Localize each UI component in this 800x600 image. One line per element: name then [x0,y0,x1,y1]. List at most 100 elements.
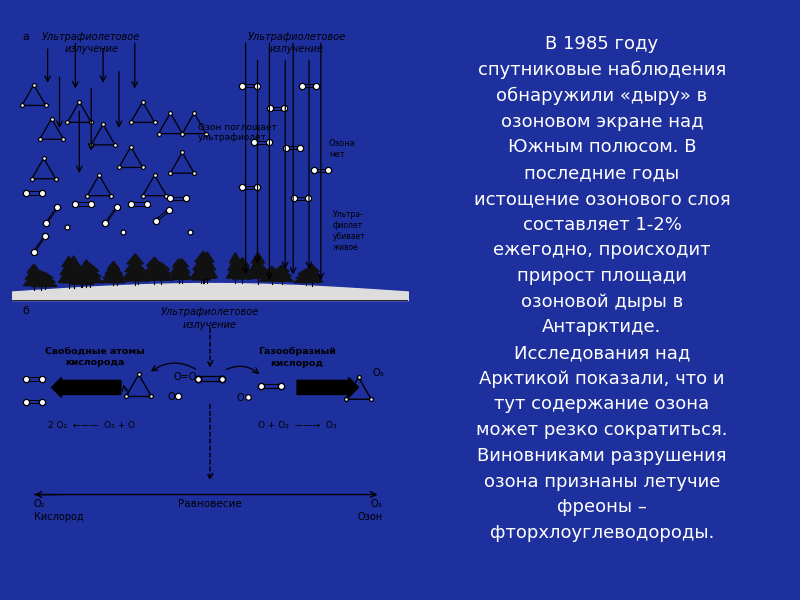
Text: O₃: O₃ [372,368,384,379]
FancyArrow shape [52,377,121,397]
Polygon shape [71,272,92,280]
Polygon shape [32,277,51,286]
Text: Ультра-
фиолет
убивает
живое: Ультра- фиолет убивает живое [333,210,366,252]
Polygon shape [74,269,89,278]
Polygon shape [79,267,101,277]
Polygon shape [111,269,122,274]
Polygon shape [130,265,146,271]
Polygon shape [70,275,94,284]
Polygon shape [298,269,315,274]
Polygon shape [230,253,242,263]
Text: O: O [167,392,175,402]
Polygon shape [170,267,187,279]
Text: Озона
нет: Озона нет [329,139,356,158]
Polygon shape [62,256,75,267]
Polygon shape [109,274,126,283]
Polygon shape [236,257,249,266]
Text: Ультрафиолетовое
излучение: Ультрафиолетовое излучение [248,32,346,55]
Polygon shape [195,264,207,271]
Polygon shape [106,265,122,275]
Polygon shape [82,263,99,271]
Polygon shape [125,259,146,272]
Text: Озон поглощает
ультрафиолет: Озон поглощает ультрафиолет [198,122,277,142]
Polygon shape [303,268,321,277]
Polygon shape [250,257,266,271]
Polygon shape [272,268,291,277]
Polygon shape [197,262,218,278]
Polygon shape [194,267,209,275]
Polygon shape [305,265,319,271]
Polygon shape [171,263,186,273]
Polygon shape [228,257,242,271]
Polygon shape [192,270,210,280]
Polygon shape [251,253,265,263]
Polygon shape [62,268,85,283]
Polygon shape [104,269,123,281]
Polygon shape [107,262,120,269]
Polygon shape [60,262,78,275]
Text: Газообразный
кислород: Газообразный кислород [258,347,336,368]
Polygon shape [198,257,215,270]
Text: Озон: Озон [357,511,382,521]
Text: В 1985 году
спутниковые наблюдения
обнаружили «дыру» в
озоновом экране над
Южным: В 1985 году спутниковые наблюдения обнар… [474,35,730,542]
Polygon shape [128,268,147,276]
Polygon shape [174,259,189,266]
Polygon shape [260,272,284,281]
Polygon shape [262,269,282,277]
Polygon shape [190,262,216,278]
Polygon shape [264,267,280,272]
Polygon shape [23,272,44,286]
Polygon shape [196,254,212,264]
Polygon shape [67,256,80,266]
Polygon shape [26,268,42,279]
Polygon shape [122,263,148,279]
Polygon shape [234,262,250,272]
Polygon shape [296,271,317,278]
Polygon shape [64,266,83,282]
Polygon shape [34,274,50,282]
FancyArrow shape [297,377,358,397]
Text: Равновесие: Равновесие [178,499,242,509]
Polygon shape [101,273,126,283]
Polygon shape [74,269,90,275]
Polygon shape [37,272,53,278]
Polygon shape [66,261,82,274]
Polygon shape [173,262,190,273]
Polygon shape [171,266,192,279]
Polygon shape [294,274,319,283]
Polygon shape [110,271,124,278]
Polygon shape [248,263,268,278]
Text: Кислород: Кислород [34,511,83,521]
Text: O=O: O=O [173,372,197,382]
Polygon shape [193,256,214,270]
Polygon shape [126,271,150,281]
Polygon shape [66,259,81,268]
Polygon shape [226,262,244,278]
Polygon shape [64,263,83,275]
Text: O: O [237,393,245,403]
Polygon shape [200,252,214,262]
Text: O₂: O₂ [34,499,46,509]
Text: O₃: O₃ [370,499,382,509]
Polygon shape [32,278,58,286]
Polygon shape [79,264,94,275]
Text: Свободные атомы
кислорода: Свободные атомы кислорода [46,347,145,367]
Text: 2 O₂  ←——  O₃ + O: 2 O₂ ←—— O₃ + O [48,421,134,430]
Polygon shape [81,260,92,269]
Text: б: б [22,305,29,316]
Polygon shape [154,263,170,269]
Polygon shape [103,271,123,278]
Polygon shape [27,264,41,273]
Polygon shape [75,266,87,273]
Polygon shape [142,266,166,280]
Text: Ультрафиолетовое
излучение: Ультрафиолетовое излучение [161,307,259,330]
Text: Ультрафиолетовое
излучение: Ультрафиолетовое излучение [42,32,140,55]
Polygon shape [105,268,122,274]
Polygon shape [173,259,185,267]
Text: а: а [22,32,29,42]
Polygon shape [194,259,214,271]
Polygon shape [146,257,162,266]
Polygon shape [302,271,323,282]
Polygon shape [35,271,48,277]
Polygon shape [274,265,290,272]
